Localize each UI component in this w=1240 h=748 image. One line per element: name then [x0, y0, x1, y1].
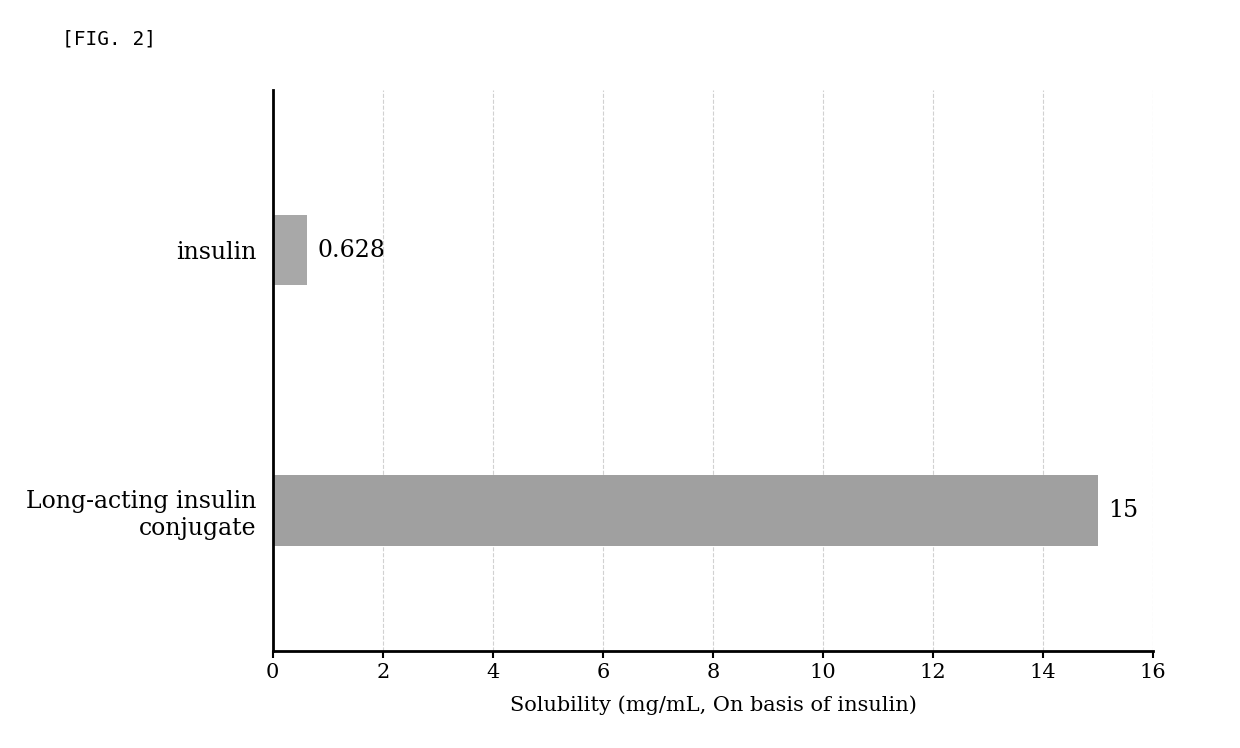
Text: 15: 15: [1109, 499, 1138, 522]
Text: [FIG. 2]: [FIG. 2]: [62, 30, 156, 49]
Bar: [273, 215, 308, 285]
Bar: [273, 476, 1099, 545]
Text: 0.628: 0.628: [317, 239, 386, 262]
X-axis label: Solubility (mg/mL, On basis of insulin): Solubility (mg/mL, On basis of insulin): [510, 696, 916, 715]
